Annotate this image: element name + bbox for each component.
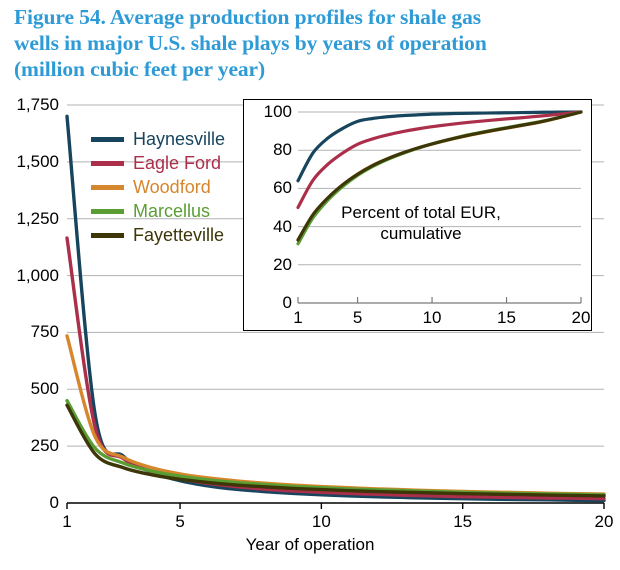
legend-label-haynesville: Haynesville [133, 129, 226, 149]
inset-note-line-2: cumulative [380, 224, 462, 243]
legend-item-haynesville[interactable]: Haynesville [91, 128, 225, 150]
inset-chart-canvas [296, 110, 583, 304]
inset-x-tick-label: 1 [293, 308, 303, 327]
inset-x-tick-label: 15 [497, 308, 516, 327]
main-series-fayetteville [65, 403, 606, 498]
inset-y-tick-label: 100 [263, 102, 292, 121]
main-y-tick-label: 500 [30, 379, 59, 399]
legend-label-woodford: Woodford [133, 177, 211, 197]
legend-swatch-eagle-ford [91, 160, 124, 166]
inset-chart: Percent of total EUR, cumulative 0 20 40 60… [243, 99, 592, 331]
inset-note-line-1: Percent of total EUR, [341, 203, 501, 222]
inset-x-tick-label: 5 [352, 308, 363, 327]
inset-y-tick-label: 60 [273, 178, 292, 198]
inset-series-fayetteville [296, 110, 583, 242]
figure-title: Figure 54. Average production profiles f… [14, 4, 610, 82]
main-y-tick-label: 750 [30, 322, 59, 342]
figure-title-line-3: (million cubic feet per year) [14, 57, 266, 81]
main-x-tick-label: 1 [62, 512, 72, 531]
legend-item-marcellus[interactable]: Marcellus [91, 200, 225, 222]
main-x-tick-label: 20 [594, 512, 614, 531]
chart-legend: Haynesville Eagle Ford Woodford Marcellu… [91, 128, 225, 246]
main-series-marcellus [65, 398, 606, 497]
inset-y-tick-label: 0 [282, 293, 292, 312]
main-y-tick-label: 0 [49, 493, 59, 512]
main-y-tick-label: 250 [30, 436, 59, 456]
legend-label-eagle-ford: Eagle Ford [133, 153, 222, 173]
inset-series-haynesville [296, 110, 583, 183]
main-x-axis-title: Year of operation [245, 535, 375, 554]
main-y-tick-label: 1,500 [16, 151, 59, 171]
legend-item-eagle-ford[interactable]: Eagle Ford [91, 152, 225, 174]
main-y-tick-label: 1,750 [16, 95, 59, 114]
legend-label-fayetteville: Fayetteville [133, 225, 225, 245]
main-y-tick-label: 1,000 [16, 265, 59, 285]
inset-y-tick-label: 20 [273, 254, 292, 274]
legend-item-fayetteville[interactable]: Fayetteville [91, 224, 225, 246]
inset-y-tick-label: 80 [273, 140, 292, 160]
legend-swatch-woodford [91, 184, 124, 190]
main-x-tick-label: 5 [175, 512, 185, 531]
legend-item-woodford[interactable]: Woodford [91, 176, 225, 198]
inset-y-tick-label: 40 [273, 216, 292, 236]
inset-x-tick-label: 10 [422, 308, 442, 327]
figure-title-line-1: Figure 54. Average production profiles f… [14, 5, 481, 29]
main-x-tick-label: 10 [311, 512, 331, 531]
inset-note: Percent of total EUR, cumulative [296, 202, 546, 244]
legend-swatch-fayetteville [91, 232, 124, 238]
figure-title-line-2: wells in major U.S. shale plays by years… [14, 31, 487, 55]
legend-label-marcellus: Marcellus [133, 201, 211, 221]
main-x-tick-label: 15 [453, 512, 473, 531]
main-y-tick-label: 1,250 [16, 208, 59, 228]
legend-swatch-marcellus [91, 208, 124, 214]
legend-swatch-haynesville [91, 136, 124, 142]
inset-series-eagle-ford [296, 110, 583, 210]
inset-x-tick-label: 20 [571, 308, 591, 327]
